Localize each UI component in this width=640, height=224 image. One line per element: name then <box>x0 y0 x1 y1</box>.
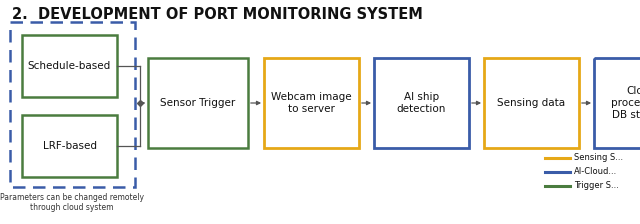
Text: Sensing S...: Sensing S... <box>574 153 623 162</box>
Bar <box>594 58 640 148</box>
Text: Parameters can be changed remotely
through cloud system: Parameters can be changed remotely throu… <box>0 193 144 212</box>
Text: Webcam image
to server: Webcam image to server <box>271 92 352 114</box>
Bar <box>264 58 359 148</box>
Bar <box>22 115 117 177</box>
Bar <box>374 58 469 148</box>
Text: Cloud
processing/
DB storage: Cloud processing/ DB storage <box>611 86 640 120</box>
Bar <box>22 35 117 97</box>
Bar <box>10 22 135 187</box>
Text: AI-Cloud...: AI-Cloud... <box>574 168 617 177</box>
Text: Sensor Trigger: Sensor Trigger <box>161 98 236 108</box>
Text: LRF-based: LRF-based <box>42 141 97 151</box>
Bar <box>148 58 248 148</box>
Text: Schedule-based: Schedule-based <box>28 61 111 71</box>
Text: AI ship
detection: AI ship detection <box>397 92 446 114</box>
Text: Trigger S...: Trigger S... <box>574 181 619 190</box>
Bar <box>484 58 579 148</box>
Text: Sensing data: Sensing data <box>497 98 566 108</box>
Text: 2.  DEVELOPMENT OF PORT MONITORING SYSTEM: 2. DEVELOPMENT OF PORT MONITORING SYSTEM <box>12 7 422 22</box>
